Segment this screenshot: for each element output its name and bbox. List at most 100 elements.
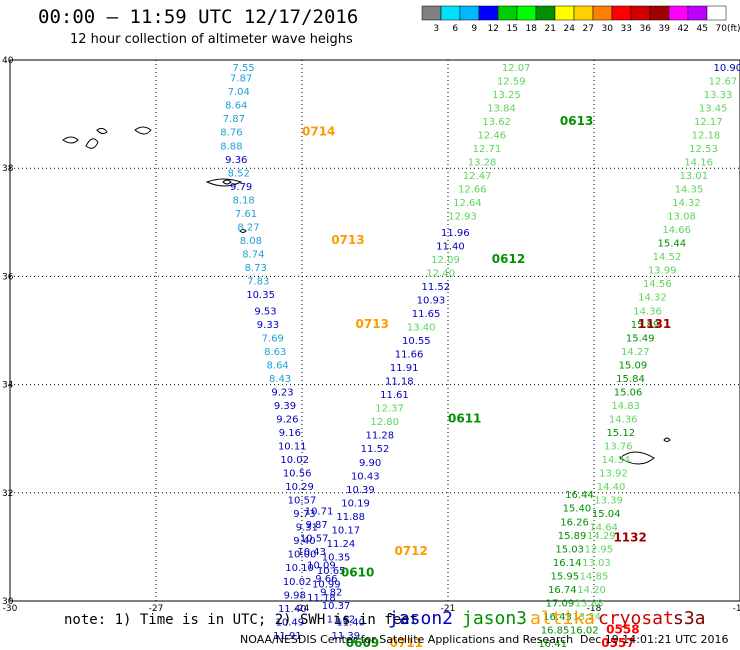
colorbar-tick-label: 30 [602, 24, 614, 34]
wave-height-label: 12.64 [453, 198, 482, 209]
pass-time-label: 0713 [356, 317, 389, 331]
wave-height-label: 14.27 [621, 347, 650, 358]
map-frame [9, 59, 740, 602]
colorbar-tick-label: 18 [526, 24, 538, 34]
wave-height-label: 15.06 [614, 387, 643, 398]
x-tick-label: -15 [733, 604, 740, 614]
wave-height-label: 14.16 [684, 157, 713, 168]
colorbar-swatch [421, 5, 442, 21]
wave-height-label: 9.40 [293, 536, 315, 547]
x-tick-label: -30 [3, 604, 18, 614]
wave-height-label: 14.52 [653, 252, 682, 263]
wave-height-label: 13.03 [582, 558, 611, 569]
legend-jason2: jason2 [388, 608, 454, 629]
wave-height-label: 15.12 [606, 428, 635, 439]
wave-height-label: 12.09 [431, 255, 460, 266]
wave-height-label: 12.37 [375, 404, 404, 415]
pass-time-label: 0558 [606, 622, 639, 636]
wave-height-label: 14.85 [580, 571, 609, 582]
wave-height-label: 10.35 [322, 552, 351, 563]
colorbar-swatch [687, 5, 708, 21]
colorbar-tick-label: 36 [640, 24, 652, 34]
wave-height-label: 15.49 [626, 333, 655, 344]
wave-height-label: 12.67 [709, 76, 738, 87]
colorbar-swatch [554, 5, 575, 21]
wave-height-label: 14.32 [638, 293, 667, 304]
wave-height-label: 16.85 [541, 625, 570, 636]
wave-height-label: 9.33 [257, 320, 279, 331]
wave-height-label: 12.66 [458, 185, 487, 196]
pass-time-label: 1131 [638, 317, 671, 331]
wave-height-label: 10.00 [288, 550, 317, 561]
colorbar-swatch [706, 5, 727, 21]
wave-height-label: 15.89 [558, 531, 587, 542]
wave-height-label: 12.93 [448, 212, 477, 223]
wave-height-label: 9.98 [284, 590, 306, 601]
wave-height-label: 9.90 [359, 458, 381, 469]
pass-time-label: 0612 [492, 252, 525, 266]
color-scale-bar: 3 6 9 12 15 18 21 24 27 30 33 36 39 42 45 70 (ft) [421, 5, 740, 34]
wave-height-label: 14.36 [633, 306, 662, 317]
wave-height-label: 11.91 [273, 631, 302, 642]
colorbar-tick-label: 12 [488, 24, 499, 34]
legend-s3a: s3a [673, 608, 706, 629]
wave-height-label: 14.20 [577, 585, 606, 596]
colorbar-swatch [668, 5, 689, 21]
pass-time-label: 0714 [302, 125, 335, 139]
wave-height-label: 9.26 [276, 414, 298, 425]
wave-height-label: 14.36 [609, 414, 638, 425]
wave-height-label: 7.83 [247, 277, 269, 288]
x-tick-label: -21 [441, 604, 456, 614]
colorbar-swatch [535, 5, 556, 21]
wave-height-label: 9.23 [271, 387, 293, 398]
wave-height-label: 13.84 [487, 103, 516, 114]
wave-height-label: 10.93 [417, 295, 446, 306]
x-tick-label: -24 [295, 604, 310, 614]
pass-time-label: 0609 [346, 636, 379, 650]
wave-height-label: 10.49 [276, 617, 305, 628]
pass-time-label: 1132 [613, 530, 646, 544]
colorbar-swatch [459, 5, 480, 21]
wave-height-label: 8.63 [264, 347, 286, 358]
wave-height-label: 12.53 [689, 144, 718, 155]
wave-height-label: 7.87 [223, 114, 245, 125]
wave-height-label: 13.01 [679, 171, 708, 182]
wave-height-label: 11.62 [327, 615, 356, 626]
wave-height-label: 15.84 [616, 374, 645, 385]
wave-height-label: 8.52 [228, 168, 250, 179]
colorbar-swatch [649, 5, 670, 21]
landmasses [62, 126, 671, 465]
wave-height-label: 17.09 [546, 598, 575, 609]
wave-height-label: 7.69 [262, 333, 284, 344]
y-tick-label: 36 [2, 272, 14, 282]
wave-height-label: 10.37 [322, 601, 351, 612]
colorbar-tick-label: 70 [716, 24, 728, 34]
colorbar-tick-label: 27 [583, 24, 594, 34]
wave-height-label: 13.40 [407, 323, 436, 334]
wave-height-label: 9.16 [279, 428, 301, 439]
wave-height-label: 12.46 [477, 130, 506, 141]
wave-height-label: 11.39 [331, 631, 360, 642]
colorbar-swatch [440, 5, 461, 21]
legend-altika: altika [530, 608, 596, 629]
wave-height-label: 8.08 [240, 236, 262, 247]
wave-height-label: 14.66 [662, 225, 691, 236]
wave-height-label: 9.36 [225, 155, 247, 166]
wave-height-label: 14.64 [589, 523, 618, 534]
page-subtitle: 12 hour collection of altimeter wave hei… [70, 32, 353, 47]
island-outline [663, 437, 671, 442]
wave-height-label: 10.57 [288, 496, 317, 507]
colorbar-swatch [573, 5, 594, 21]
pass-time-label: 0711 [390, 636, 423, 650]
wave-height-label: 8.88 [220, 141, 242, 152]
colorbar-tick-label: 21 [545, 24, 556, 34]
wave-height-label: 14.34 [602, 455, 631, 466]
extra-labels: 10.719.8710.5710.4310.099.669.8210.3711.… [273, 63, 740, 650]
axis-tick-labels: -30 -27 -24 -21 -18 -15 40 38 36 34 32 30 [2, 56, 740, 614]
island-outline [134, 126, 152, 135]
wave-height-label: 10.10 [285, 563, 314, 574]
wave-height-label: 11.88 [336, 512, 365, 523]
wave-height-label: 8.76 [220, 128, 242, 139]
y-tick-label: 38 [2, 164, 14, 174]
